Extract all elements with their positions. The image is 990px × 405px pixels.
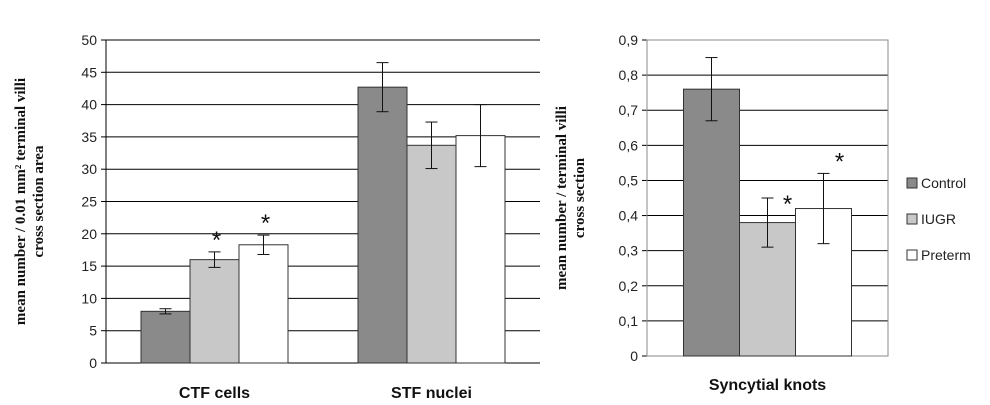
y-tick-label: 40 <box>81 97 97 113</box>
y-axis-label: cross section area <box>31 145 47 257</box>
y-tick-label: 0,6 <box>619 137 639 153</box>
y-tick-label: 0,2 <box>619 278 639 294</box>
y-tick-label: 0,7 <box>619 102 639 118</box>
legend-label: IUGR <box>921 211 956 227</box>
y-tick-label: 0,9 <box>619 32 639 48</box>
y-tick-label: 0,8 <box>619 67 639 83</box>
bar-preterm <box>455 135 506 364</box>
bar-iugr <box>406 144 457 364</box>
legend-swatch-preterm <box>906 249 918 261</box>
y-tick-label: 0,5 <box>619 172 639 188</box>
y-tick-label: 5 <box>89 323 97 339</box>
y-tick-label: 25 <box>81 194 97 210</box>
legend-swatch-iugr <box>906 213 918 225</box>
y-tick-label: 50 <box>81 32 97 48</box>
bar-control <box>357 86 408 364</box>
y-tick-label: 35 <box>81 129 97 145</box>
y-tick-label: 0,3 <box>619 243 639 259</box>
bar-preterm <box>238 244 289 364</box>
y-tick-label: 0 <box>630 348 638 364</box>
y-tick-label: 20 <box>81 226 97 242</box>
y-tick-label: 0,4 <box>619 208 639 224</box>
legend-label: Control <box>921 175 966 191</box>
significance-star: * <box>835 148 844 175</box>
chart-left: 0 5 10 15 20 25 30 35 40 45 50 * * CTF cells STF nucle… <box>13 32 540 402</box>
category-label: Syncytial knots <box>709 377 826 394</box>
y-tick-label: 0 <box>89 355 97 371</box>
significance-star: * <box>783 191 792 218</box>
category-label: CTF cells <box>179 385 250 402</box>
y-tick-label: 10 <box>81 290 97 306</box>
bar-control <box>140 310 191 364</box>
y-tick-label: 0,1 <box>619 313 639 329</box>
legend: Control IUGR Preterm <box>906 175 971 263</box>
y-axis-label: mean number / 0.01 mm² terminal villi <box>13 78 29 325</box>
bar-control <box>683 88 740 357</box>
y-tick-label: 30 <box>81 161 97 177</box>
chart-right: 0 0,1 0,2 0,3 0,4 0,5 0,6 0,7 0,8 0,9 * * Syncytial … <box>554 32 889 394</box>
category-label: STF nuclei <box>391 385 472 402</box>
y-axis-label: cross section <box>572 157 588 238</box>
significance-star: * <box>212 227 221 254</box>
legend-swatch-control <box>906 177 918 189</box>
y-tick-label: 15 <box>81 258 97 274</box>
bar-iugr <box>189 259 240 364</box>
significance-star: * <box>261 210 270 237</box>
y-axis-label: mean number / terminal villi <box>554 106 570 290</box>
y-tick-label: 45 <box>81 64 97 80</box>
legend-label: Preterm <box>921 247 971 263</box>
